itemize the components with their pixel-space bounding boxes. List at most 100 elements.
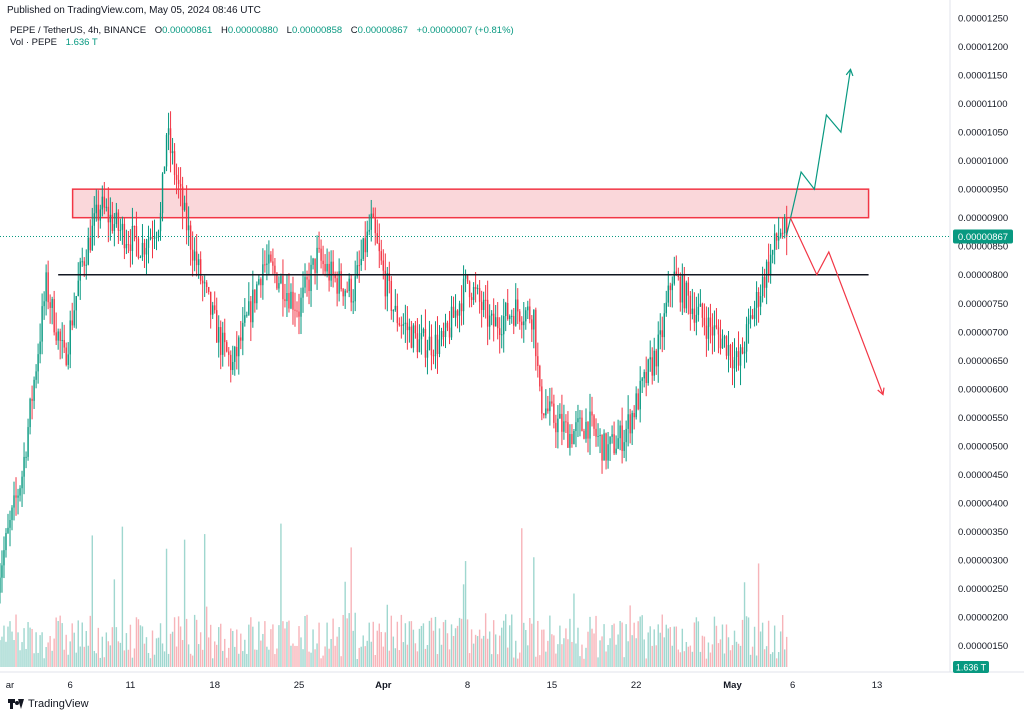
candle-body <box>350 278 352 303</box>
volume-bar <box>761 622 764 667</box>
candle-body <box>288 293 290 309</box>
bullish-projection[interactable] <box>786 69 852 235</box>
volume-bar <box>468 653 471 667</box>
candle-body <box>65 347 67 365</box>
volume-bar <box>49 636 51 667</box>
candle-body <box>101 196 104 210</box>
candle-body <box>286 293 288 302</box>
volume-bar <box>372 621 374 667</box>
volume-bar <box>679 652 682 667</box>
resistance-zone-rect[interactable] <box>71 188 870 219</box>
volume-bar <box>617 634 619 667</box>
volume-bar <box>474 634 477 667</box>
candle-body <box>41 306 43 342</box>
volume-bar <box>547 640 549 667</box>
volume-bar <box>727 637 730 667</box>
price-tick-label: 0.00001000 <box>958 156 1008 167</box>
volume-bar <box>681 628 684 667</box>
volume-bar <box>511 614 513 667</box>
candle-body <box>304 277 306 288</box>
candle-body <box>119 229 122 231</box>
volume-bar <box>741 619 744 667</box>
volume-bar <box>420 625 423 667</box>
volume-bar <box>406 644 409 667</box>
volume-bar <box>478 629 481 667</box>
candle-body <box>230 354 232 371</box>
volume-bar <box>535 656 537 667</box>
candle-body <box>709 317 712 327</box>
volume-bar <box>729 650 732 667</box>
volume-bar <box>1 636 3 667</box>
price-tick-label: 0.00000200 <box>958 613 1008 624</box>
volume-bar <box>715 625 718 667</box>
bearish-projection-arrowhead <box>877 387 885 396</box>
volume-bar <box>13 640 15 667</box>
volume-bar <box>456 625 459 667</box>
legend-volume-label: Vol · PEPE <box>10 37 57 48</box>
candle-body <box>595 428 597 437</box>
price-tick-label: 0.00001050 <box>958 128 1008 139</box>
volume-bar <box>354 612 356 667</box>
volume-bar <box>593 633 595 667</box>
candle-body <box>438 339 441 354</box>
candle-body <box>163 166 166 174</box>
volume-bar <box>276 648 278 667</box>
candle-body <box>308 279 310 292</box>
volume-bar <box>220 623 222 667</box>
candle-body <box>621 425 623 452</box>
volume-bar <box>631 635 633 667</box>
volume-bar <box>759 631 762 667</box>
volume-bar <box>623 657 625 667</box>
candle-body <box>527 306 529 311</box>
candle-body <box>663 313 665 338</box>
candle-body <box>129 244 132 251</box>
volume-bar <box>619 620 621 667</box>
candle-body <box>143 242 146 255</box>
volume-bar <box>699 651 702 667</box>
candle-body <box>294 309 296 311</box>
candle-body <box>611 434 613 437</box>
candle-body <box>111 214 114 231</box>
volume-bar <box>482 635 485 667</box>
volume-bar <box>187 644 190 667</box>
candle-body <box>543 413 545 416</box>
candle-body <box>344 290 346 297</box>
candle-body <box>310 264 312 292</box>
candle-body <box>366 231 368 253</box>
volume-bar <box>442 622 445 667</box>
candle-body <box>539 365 541 387</box>
candle-body <box>657 334 659 367</box>
candle-body <box>244 315 246 323</box>
candle-body <box>81 261 83 263</box>
candle-body <box>551 401 553 404</box>
volume-bar <box>635 638 637 667</box>
volume-bar <box>436 654 439 667</box>
volume-bar <box>296 645 298 667</box>
volume-bar <box>376 630 378 667</box>
volume-bar <box>671 645 673 667</box>
candle-body <box>488 315 491 327</box>
candle-body <box>599 434 601 437</box>
volume-bar <box>264 621 266 667</box>
volume-bar <box>326 622 328 667</box>
volume-bar <box>496 654 499 667</box>
time-tick-label: 15 <box>547 680 558 691</box>
tradingview-brand[interactable]: TradingView <box>8 698 89 710</box>
volume-bar <box>316 643 318 667</box>
volume-bar <box>418 628 421 667</box>
volume-bar <box>488 631 491 667</box>
candle-body <box>593 415 595 429</box>
volume-bar <box>37 652 39 667</box>
volume-bar <box>336 636 338 667</box>
volume-bar <box>352 630 354 667</box>
candle-body <box>703 317 706 326</box>
candle-body <box>157 231 160 236</box>
bearish-projection[interactable] <box>789 217 884 395</box>
volume-bar <box>89 615 91 667</box>
candle-body <box>763 276 766 288</box>
candle-body <box>503 316 505 335</box>
volume-bar <box>394 648 397 667</box>
candle-body <box>121 223 124 230</box>
candle-body <box>49 302 51 308</box>
